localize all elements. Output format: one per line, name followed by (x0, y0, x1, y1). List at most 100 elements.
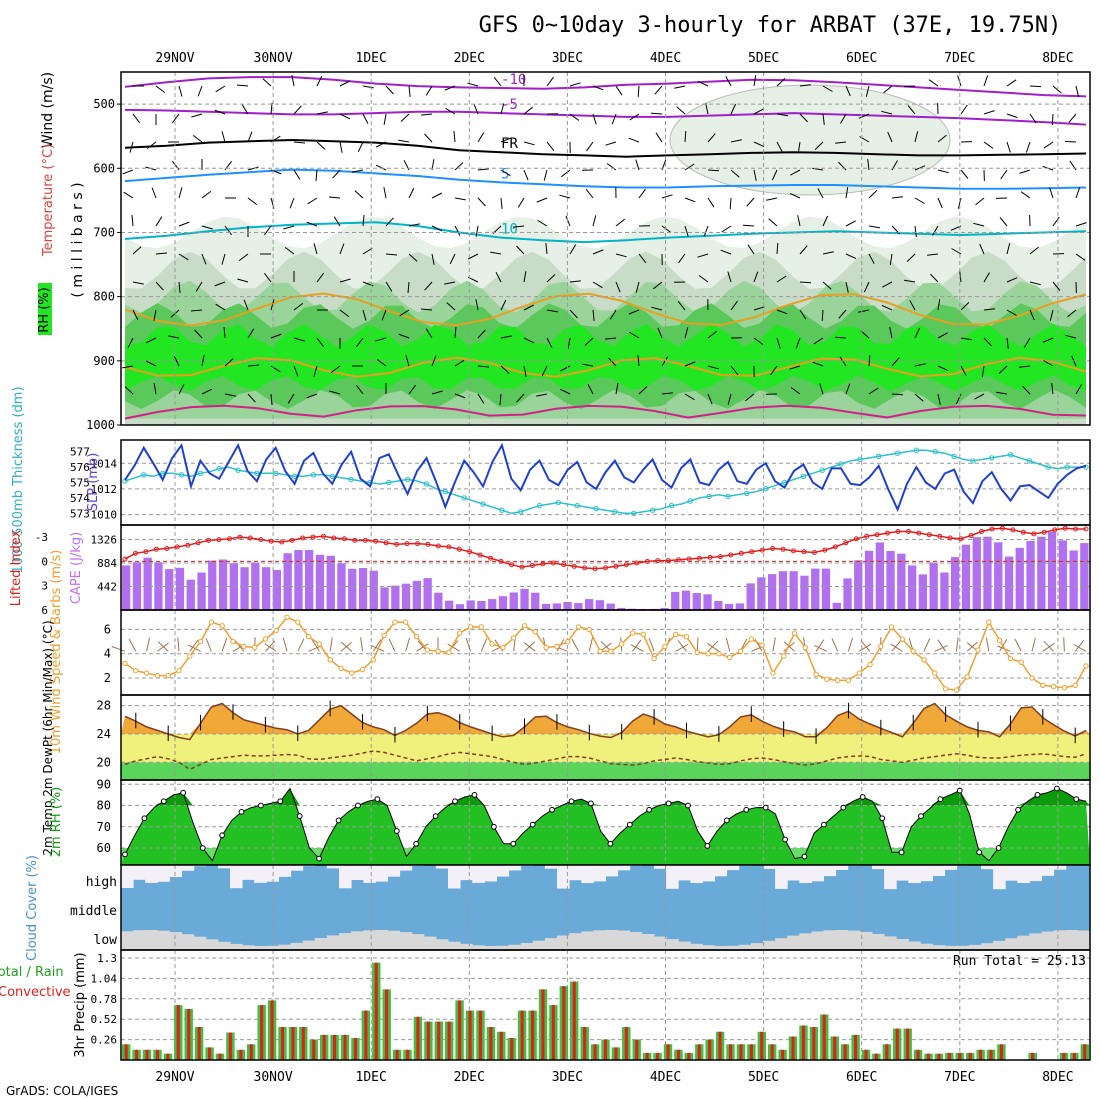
cape-bar (520, 588, 529, 611)
lifted-index-point (644, 558, 650, 564)
cloud-low-layer (363, 930, 376, 950)
rh2m-point (743, 806, 750, 813)
wind-barb (776, 141, 783, 152)
wind-barb-10m (847, 637, 853, 652)
cloud-low-layer (872, 933, 885, 950)
thickness-tick: 574 (70, 492, 90, 505)
thickness-line (124, 449, 1086, 515)
cloud-low-layer (181, 934, 195, 950)
precip-convective-bar (426, 1021, 430, 1060)
wind-speed-point (273, 627, 279, 634)
cape-bar (908, 565, 917, 610)
wind-speed-point (219, 623, 225, 629)
wind-barb-10m (205, 638, 212, 652)
precip-convective-bar (166, 1053, 170, 1060)
wind-barb (684, 393, 695, 401)
wind-barb (906, 253, 916, 262)
precip-convective-bar (926, 1053, 930, 1060)
wind-barb-10m (707, 640, 719, 652)
wind-barb (375, 337, 387, 342)
cloud-high-gap (763, 865, 776, 869)
wind-speed-point (554, 643, 560, 650)
wind-barb (445, 107, 456, 115)
wind-barb (316, 111, 328, 115)
wind-barb (615, 281, 621, 293)
thickness-point (1064, 464, 1070, 470)
wind-barb (1067, 309, 1077, 318)
date-label-4DEC: 4DEC (650, 51, 681, 66)
lifted-index-point (707, 554, 713, 560)
wind-barb (375, 141, 387, 148)
precip-convective-bar (510, 1038, 514, 1060)
wind-speed-point (446, 649, 452, 656)
cloud-high-gap (787, 865, 800, 881)
wind-barb (707, 133, 716, 143)
cloud-high-gap (993, 865, 1006, 890)
rh2m-area (121, 788, 1090, 865)
wind-barb (560, 169, 571, 178)
precip-convective-bar (916, 1049, 920, 1060)
precip-convective-bar (406, 1049, 410, 1060)
wind-speed-point (1083, 663, 1089, 669)
wind-barb (385, 217, 394, 227)
wind-barb (1019, 169, 1031, 174)
lifted-index-point (905, 529, 911, 534)
lifted-index-point (425, 541, 431, 547)
cape-bar (746, 583, 755, 610)
cloud-low-layer (1041, 931, 1055, 950)
cape-bar (240, 567, 249, 610)
wind-barb (868, 190, 878, 199)
cape-bar (994, 542, 1003, 610)
date-label-1DEC: 1DEC (356, 51, 387, 66)
rh2m-point (355, 802, 361, 809)
cloud-low-layer (690, 943, 703, 950)
thickness-point (951, 453, 957, 459)
cape-bar (951, 557, 960, 610)
wind-barb (1019, 365, 1031, 368)
cloud-low-layer (811, 931, 824, 950)
wind-barb (1049, 309, 1054, 321)
wind-barb (315, 169, 318, 182)
precip-convective-bar (437, 1021, 441, 1060)
wind-barb (376, 358, 387, 367)
rh2m-point (821, 821, 827, 828)
wind-barb-10m (772, 637, 776, 652)
wind-barb-10m (783, 641, 795, 652)
wind-barb (684, 327, 689, 339)
wind-barb (493, 76, 502, 87)
lifted-index-point (623, 562, 629, 568)
cloud-low-layer (278, 944, 292, 950)
precip-convective-bar (416, 1016, 420, 1060)
wind-barb (746, 197, 755, 207)
wind-barb (569, 309, 578, 319)
precip-convective-bar (1072, 1052, 1076, 1060)
wind-barb (932, 225, 939, 236)
wind-speed-point (942, 686, 949, 692)
wind-barb-10m (311, 639, 320, 652)
wind-barb (178, 253, 189, 261)
wind-speed-point (856, 670, 862, 676)
wind-barb (453, 131, 456, 143)
lifted-index-point (227, 536, 232, 542)
cape-bar (455, 604, 465, 610)
precip-convective-bar (999, 1044, 1003, 1060)
wind-barb (983, 110, 995, 115)
cloud-low-layer (823, 930, 837, 950)
wind-barb (637, 355, 640, 367)
wind-speed-point (835, 677, 841, 684)
cloud-low-layer (1065, 930, 1079, 950)
wind-barb (592, 113, 597, 125)
cloud-high-gap (254, 865, 267, 883)
wind-barb (822, 85, 833, 92)
thickness-point (348, 476, 354, 483)
rh2m-point (1015, 806, 1021, 813)
wind-barb (729, 197, 732, 210)
cloud-low-layer (484, 946, 497, 950)
wind-barb (661, 356, 669, 367)
wind-barb (201, 355, 205, 367)
wind-barb (615, 383, 619, 395)
cape-bar (294, 550, 303, 610)
cloud-low-layer (1077, 930, 1091, 950)
wind-barb (223, 326, 226, 339)
wind-barb (865, 85, 870, 97)
